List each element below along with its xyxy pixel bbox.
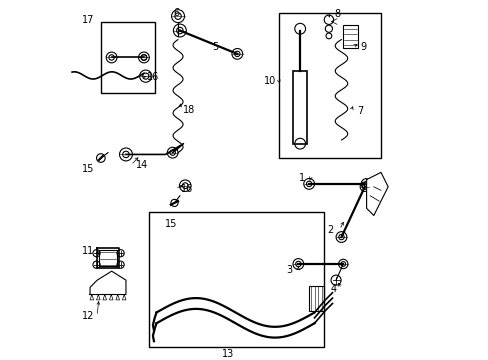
Text: 5: 5: [212, 42, 219, 52]
Text: 14: 14: [136, 160, 148, 170]
Text: 4: 4: [330, 284, 336, 294]
Text: 9: 9: [359, 42, 366, 52]
Text: 6: 6: [173, 8, 179, 18]
Text: 10: 10: [264, 76, 276, 86]
Text: 3: 3: [286, 265, 292, 275]
Polygon shape: [366, 172, 387, 216]
Text: 8: 8: [334, 9, 340, 19]
Bar: [293, 72, 306, 144]
Bar: [343, 25, 357, 49]
Text: 2: 2: [327, 225, 333, 235]
Text: 7: 7: [357, 106, 363, 116]
Text: 18: 18: [183, 104, 195, 114]
Bar: [308, 285, 323, 311]
Text: 16: 16: [181, 184, 193, 194]
Text: 1: 1: [298, 173, 305, 183]
Text: 13: 13: [221, 349, 233, 359]
Text: 16: 16: [146, 72, 159, 82]
Polygon shape: [90, 271, 126, 294]
Text: 12: 12: [82, 311, 94, 321]
Text: 11: 11: [82, 246, 94, 256]
Bar: [99, 250, 117, 266]
Text: 15: 15: [82, 164, 94, 174]
Text: 17: 17: [82, 15, 94, 25]
Text: 15: 15: [164, 220, 177, 229]
